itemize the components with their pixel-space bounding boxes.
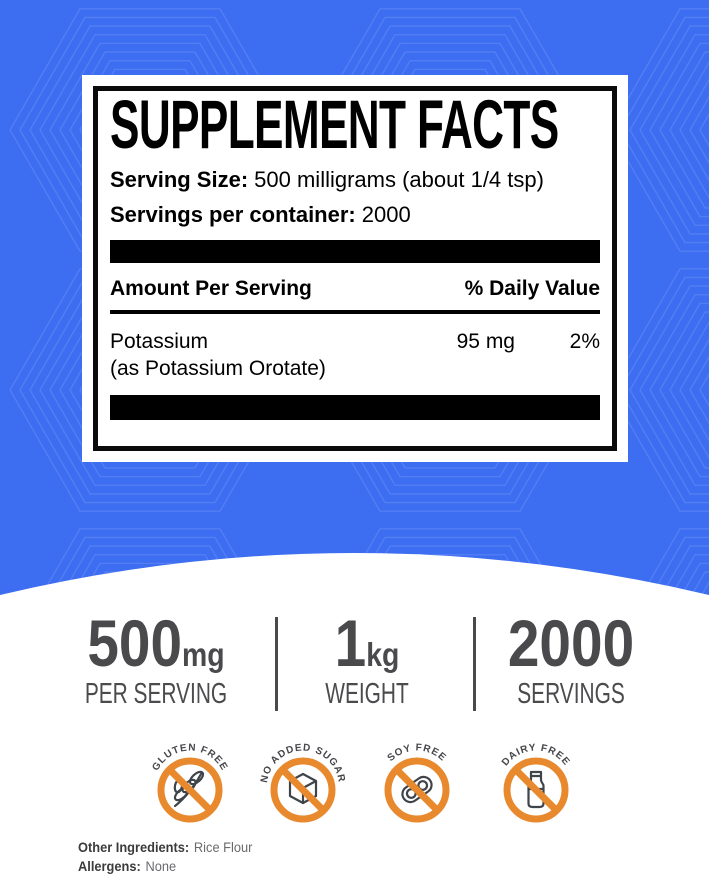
allergens-value: None: [145, 859, 177, 874]
stat-unit: mg: [182, 636, 225, 673]
servings-label: Servings per container:: [110, 202, 356, 227]
stat-label: SERVINGS: [517, 678, 625, 710]
header-rule: [110, 310, 600, 314]
prohibition-ring: [503, 757, 569, 823]
prohibition-ring: [384, 757, 450, 823]
badge-dairy-free: DAIRY FREE: [500, 742, 571, 823]
badge-no-added-sugar: NO ADDED SUGAR: [259, 742, 346, 823]
badge-soy-free: SOY FREE: [384, 742, 450, 823]
stat-number: 2000: [507, 606, 635, 680]
prohibition-slash-icon: [167, 767, 213, 813]
allergens-line: Allergens: None: [78, 857, 252, 876]
panel-title: SUPPLEMENT FACTS: [110, 86, 559, 163]
serving-size-line: Serving Size: 500 milligrams (about 1/4 t…: [110, 167, 600, 193]
allergens-label: Allergens:: [78, 859, 141, 874]
stat-divider: [275, 617, 278, 711]
stat-per-serving: 500mg PER SERVING: [57, 610, 255, 711]
footer-info: Other Ingredients: Rice Flour Allergens: N…: [78, 838, 252, 876]
serving-size-value: 500 milligrams (about 1/4 tsp): [254, 167, 544, 192]
supplement-facts-panel: SUPPLEMENT FACTS Serving Size: 500 millig…: [82, 75, 628, 462]
servings-value: 2000: [361, 202, 411, 227]
prohibition-slash-icon: [513, 767, 559, 813]
prohibition-slash-icon: [280, 767, 326, 813]
ingredient-name-detail: (as Potassium Orotate): [110, 357, 326, 380]
prohibition-slash-icon: [394, 767, 440, 813]
prohibition-ring: [270, 757, 336, 823]
stat-number: 1: [334, 606, 367, 680]
stat-per-serving-value: 500mg: [71, 610, 241, 676]
daily-value-header: % Daily Value: [464, 277, 600, 300]
servings-per-container-line: Servings per container: 2000: [110, 202, 600, 228]
ingredient-daily-value: 2%: [569, 330, 600, 353]
other-ingredients-label: Other Ingredients:: [78, 840, 190, 855]
stat-divider: [473, 617, 476, 711]
stat-label: PER SERVING: [84, 678, 228, 710]
badge-gluten-free: GLUTEN FREE: [150, 742, 229, 823]
stat-servings: 2000 SERVINGS: [496, 610, 645, 711]
other-ingredients-line: Other Ingredients: Rice Flour: [78, 838, 252, 857]
stat-weight-value: 1kg: [317, 610, 417, 676]
table-row: Potassium (as Potassium Orotate) 95 mg 2…: [110, 328, 600, 382]
ingredient-name: Potassium (as Potassium Orotate): [110, 328, 405, 382]
table-header: Amount Per Serving % Daily Value: [110, 277, 600, 301]
other-ingredients-value: Rice Flour: [193, 840, 253, 855]
stat-number: 500: [87, 606, 183, 680]
ingredient-name-main: Potassium: [110, 330, 209, 353]
curve-divider: [0, 553, 709, 603]
supplement-facts-border: SUPPLEMENT FACTS Serving Size: 500 millig…: [93, 86, 617, 451]
serving-size-label: Serving Size:: [110, 167, 249, 192]
separator-bar-bottom: [110, 395, 600, 420]
stat-weight: 1kg WEIGHT: [309, 610, 425, 711]
stat-label: WEIGHT: [325, 678, 409, 710]
separator-bar-top: [110, 240, 600, 263]
ingredient-amount: 95 mg: [456, 330, 515, 353]
stat-servings-value: 2000: [507, 610, 635, 676]
prohibition-ring: [157, 757, 223, 823]
amount-per-serving-header: Amount Per Serving: [110, 277, 312, 300]
stat-unit: kg: [366, 636, 400, 673]
